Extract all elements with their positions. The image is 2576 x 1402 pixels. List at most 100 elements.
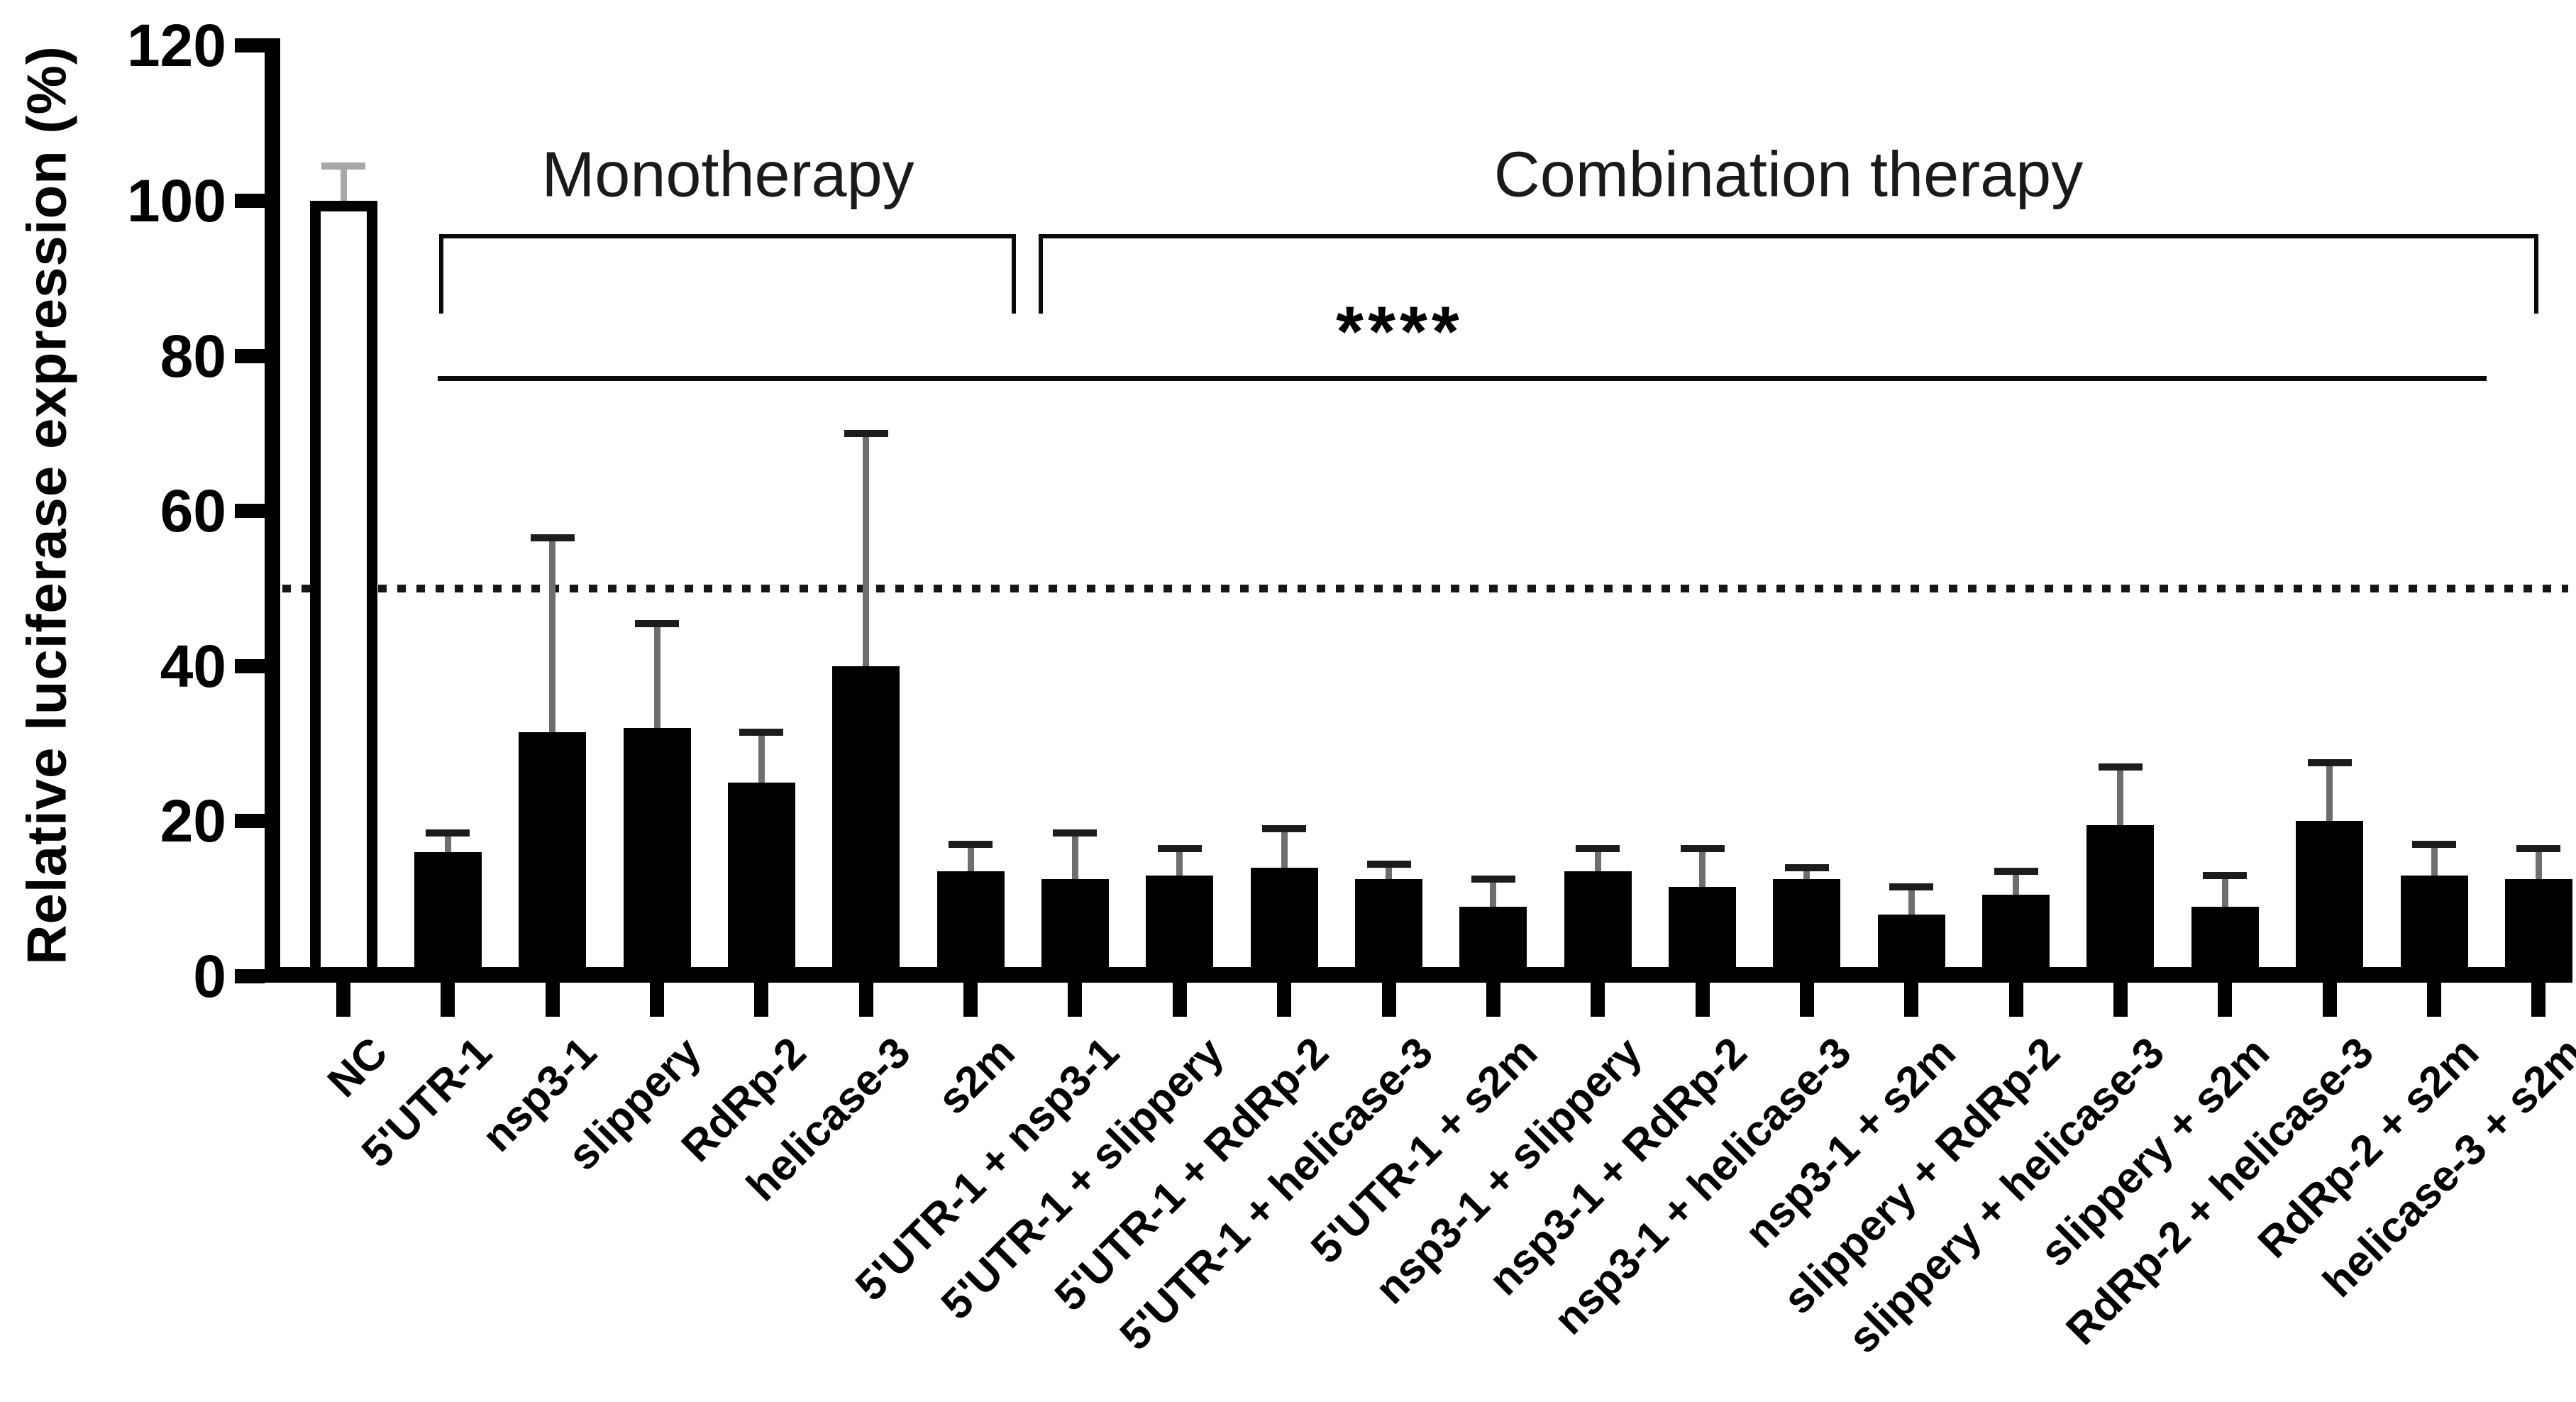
bar [414, 852, 482, 983]
x-tick [1172, 983, 1187, 1017]
error-bar-cap [2098, 763, 2143, 771]
bar [623, 728, 691, 983]
x-tick [2427, 983, 2441, 1017]
significance-line [438, 376, 2487, 381]
error-bar-cap [530, 534, 575, 542]
x-tick [1068, 983, 1083, 1017]
x-tick [1904, 983, 1919, 1017]
error-bar-line [2535, 848, 2542, 880]
error-bar-cap [1366, 860, 1411, 868]
x-tick [336, 983, 350, 1017]
x-tick [1591, 983, 1605, 1017]
error-bar-line [549, 538, 556, 732]
error-bar-cap [426, 829, 470, 837]
x-tick [2218, 983, 2233, 1017]
error-bar-cap [321, 162, 365, 170]
error-bar-line [758, 732, 765, 783]
error-bar-cap [1680, 844, 1725, 852]
y-tick [235, 814, 265, 829]
bar [2400, 875, 2468, 983]
bar [1669, 887, 1737, 983]
error-bar-cap [949, 841, 993, 849]
error-bar-cap [1157, 844, 1202, 852]
error-bar-cap [1576, 844, 1620, 852]
significance-stars: **** [1336, 292, 1464, 372]
error-bar-line [1803, 867, 1811, 880]
x-tick-label: NC [318, 1027, 397, 1107]
x-tick [2322, 983, 2337, 1017]
bar [519, 732, 587, 983]
error-bar-line [340, 165, 347, 201]
x-tick [754, 983, 769, 1017]
error-bar-cap [1053, 829, 1098, 837]
combination-bracket-right-drop [2534, 234, 2538, 314]
group-label-monotherapy: Monotherapy [541, 139, 914, 211]
reference-line-50-percent [282, 585, 2568, 592]
error-bar-cap [2412, 841, 2456, 849]
bar [2086, 824, 2155, 983]
x-tick [2113, 983, 2128, 1017]
error-bar-line [967, 844, 974, 872]
y-tick-label: 100 [126, 167, 226, 234]
error-bar-line [1908, 887, 1915, 915]
error-bar-line [2117, 766, 2124, 825]
error-bar-cap [1994, 868, 2038, 876]
error-bar-line [1490, 879, 1497, 907]
error-bar-cap [1471, 876, 1515, 883]
x-tick [858, 983, 873, 1017]
error-bar-line [2013, 871, 2020, 895]
error-bar-line [1699, 848, 1706, 888]
y-tick [235, 194, 265, 208]
error-bar-cap [2516, 844, 2561, 852]
error-bar-cap [2307, 759, 2352, 767]
error-bar-cap [2203, 871, 2248, 879]
y-tick-label: 60 [160, 478, 226, 545]
bar [309, 201, 377, 983]
x-tick [441, 983, 455, 1017]
error-bar-line [1071, 832, 1078, 880]
error-bar-cap [1784, 863, 1829, 871]
error-bar-line [2221, 875, 2228, 907]
x-tick [545, 983, 560, 1017]
bar [1355, 879, 1422, 983]
y-tick [235, 969, 265, 983]
monotherapy-bracket-right-drop [1012, 234, 1016, 314]
x-tick [2531, 983, 2546, 1017]
x-tick [1277, 983, 1292, 1017]
bar [1564, 871, 1632, 983]
x-tick [2008, 983, 2023, 1017]
bar [936, 871, 1005, 983]
error-bar-line [444, 832, 451, 853]
y-tick [235, 504, 265, 519]
bar [2296, 821, 2364, 983]
combination-bracket-top [1039, 234, 2538, 238]
y-tick-label: 0 [193, 943, 226, 1010]
error-bar-line [1281, 829, 1288, 868]
y-tick-label: 20 [160, 788, 226, 855]
error-bar-line [1176, 848, 1183, 876]
error-bar-cap [739, 728, 784, 736]
monotherapy-bracket-left-drop [439, 234, 443, 314]
error-bar-line [1594, 848, 1601, 872]
error-bar-cap [635, 619, 680, 627]
y-tick [235, 348, 265, 363]
bar [832, 666, 900, 983]
y-tick [235, 658, 265, 673]
x-tick-label: s2m [928, 1027, 1024, 1124]
x-tick [1799, 983, 1814, 1017]
bar [1041, 879, 1109, 983]
error-bar-line [863, 433, 870, 666]
error-bar-line [2326, 763, 2333, 822]
error-bar-cap [1889, 883, 1934, 891]
x-tick [1695, 983, 1710, 1017]
error-bar-cap [844, 429, 888, 437]
bar [1773, 879, 1841, 983]
x-tick [963, 983, 978, 1017]
error-bar-cap [1262, 825, 1307, 833]
error-bar-line [653, 623, 660, 729]
combination-bracket-left-drop [1039, 234, 1043, 314]
y-tick-label: 80 [160, 322, 226, 390]
y-tick-label: 40 [160, 632, 226, 700]
bar [727, 782, 795, 983]
